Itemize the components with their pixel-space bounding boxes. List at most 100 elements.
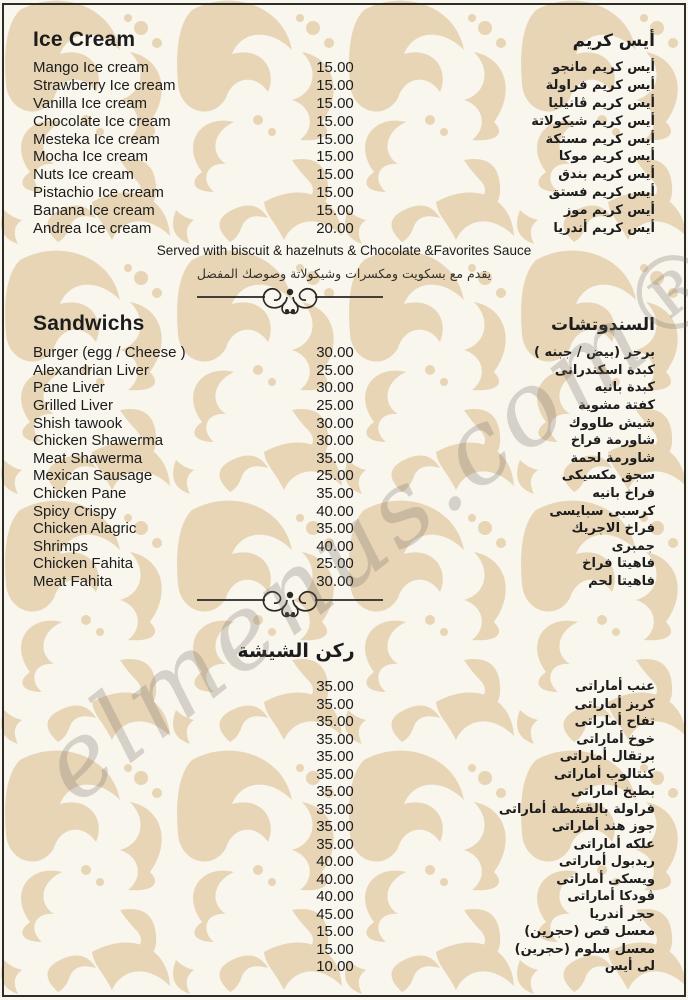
item-name-en: Mango Ice cream (33, 59, 149, 77)
item-price: 45.00 (316, 905, 354, 923)
item-name-ar: أيس كريم موكا (558, 149, 655, 165)
item-name-ar: أيس كريم مانجو (552, 60, 655, 76)
serving-note-ar: يقدم مع بسكويت ومكسرات وشيكولاتة وصوصك ا… (196, 266, 492, 281)
item-price: 15.00 (316, 201, 354, 219)
ice-cream-title-en: Ice Cream (33, 28, 136, 51)
item-name-ar: فاهيتا لحم (588, 574, 655, 590)
item-price: 35.00 (316, 835, 354, 853)
menu-item-row: 35.00 علكه أماراتى (33, 836, 655, 854)
item-name-ar: فراخ الاجريك (571, 521, 655, 537)
item-name-ar: أيس كريم شيكولاتة (531, 113, 655, 129)
shisha-item-list: 35.00 عنب أماراتى 35.00 كريز أماراتى 35.… (33, 678, 655, 976)
menu-item-row: 35.00 تفاح أماراتى (33, 713, 655, 731)
menu-item-row: 35.00 خوخ أماراتى (33, 731, 655, 749)
menu-item-row: Andrea Ice cream 20.00 أيس كريم أندريا (33, 219, 655, 237)
item-name-ar: جمبرى (611, 538, 655, 554)
item-price: 35.00 (316, 520, 354, 538)
menu-item-row: 45.00 حجر أندريا (33, 906, 655, 924)
item-price: 35.00 (316, 818, 354, 836)
item-name-en: Grilled Liver (33, 397, 114, 415)
item-price: 35.00 (316, 748, 354, 766)
item-price: 30.00 (316, 344, 354, 362)
sandwichs-title-en: Sandwichs (33, 312, 145, 335)
item-price: 40.00 (316, 870, 354, 888)
serving-note-en: Served with biscuit & hazelnuts & Chocol… (156, 243, 532, 258)
item-price: 15.00 (316, 183, 354, 201)
item-price: 35.00 (316, 765, 354, 783)
menu-item-row: Chicken Pane 35.00 فراخ بانيه (33, 485, 655, 503)
sandwichs-item-list: Burger (egg / Cheese ) 30.00 برجر (بيض /… (33, 344, 655, 590)
item-name-ar: تفاح أماراتى (574, 714, 655, 730)
item-name-ar: أيس كريم مستكة (545, 131, 655, 147)
item-price: 10.00 (316, 958, 354, 976)
item-name-ar: علكه أماراتى (573, 836, 655, 852)
shisha-section-title: ركن الشيشة (237, 640, 355, 662)
menu-item-row: Mocha Ice cream 15.00 أيس كريم موكا (33, 148, 655, 166)
menu-item-row: 35.00 عنب أماراتى (33, 678, 655, 696)
item-name-ar: لى أيس (604, 959, 655, 975)
item-price: 15.00 (316, 130, 354, 148)
ice-cream-item-list: Mango Ice cream 15.00 أيس كريم مانجو Str… (33, 59, 655, 237)
menu-item-row: Alexandrian Liver 25.00 كبدة اسكندرانى (33, 362, 655, 380)
item-name-en: Mesteka Ice cream (33, 130, 160, 148)
item-name-ar: فراولة بالقشطة أماراتى (498, 801, 655, 817)
item-name-en: Chocolate Ice cream (33, 112, 171, 130)
menu-item-row: Meat Fahita 30.00 فاهيتا لحم (33, 573, 655, 591)
item-name-ar: كبدة اسكندرانى (554, 362, 655, 378)
menu-item-row: 35.00 جوز هند أماراتى (33, 818, 655, 836)
divider-ornament (197, 590, 383, 618)
item-price: 15.00 (316, 94, 354, 112)
item-name-ar: ريدبول أماراتى (558, 854, 655, 870)
item-name-en: Nuts Ice cream (33, 166, 134, 184)
item-name-ar: ويسكى أماراتى (556, 871, 655, 887)
item-price: 40.00 (316, 853, 354, 871)
item-name-en: Burger (egg / Cheese ) (33, 344, 186, 362)
item-name-ar: سجق مكسيكى (561, 468, 655, 484)
item-name-en: Strawberry Ice cream (33, 77, 176, 95)
item-name-ar: فاهيتا فراخ (582, 556, 655, 572)
item-name-ar: معسل قص (حجرين) (524, 924, 655, 940)
item-price: 35.00 (316, 485, 354, 503)
menu-item-row: Meat Shawerma 35.00 شاورمة لحمة (33, 450, 655, 468)
divider-ornament (197, 287, 383, 315)
item-price: 15.00 (316, 148, 354, 166)
item-price: 35.00 (316, 800, 354, 818)
item-price: 35.00 (316, 730, 354, 748)
item-name-en: Spicy Crispy (33, 502, 117, 520)
item-name-ar: بطيخ أماراتى (570, 784, 655, 800)
menu-item-row: Strawberry Ice cream 15.00 أيس كريم فراو… (33, 77, 655, 95)
item-name-ar: شاورمة لحمة (570, 450, 655, 466)
item-name-ar: كرسبى سبايسى (549, 503, 655, 519)
item-price: 25.00 (316, 555, 354, 573)
item-name-en: Shrimps (33, 537, 89, 555)
item-name-en: Chicken Alagric (33, 520, 137, 538)
menu-item-row: 35.00 كريز أماراتى (33, 696, 655, 714)
item-price: 35.00 (316, 678, 354, 696)
menu-item-row: Chicken Alagric 35.00 فراخ الاجريك (33, 520, 655, 538)
item-price: 35.00 (316, 695, 354, 713)
item-name-ar: شاورمة فراخ (570, 433, 655, 449)
ice-cream-title-ar: أيس كريم (572, 31, 655, 51)
item-price: 25.00 (316, 397, 354, 415)
item-price: 25.00 (316, 467, 354, 485)
item-name-ar: حجر أندريا (589, 906, 655, 922)
item-name-en: Chicken Pane (33, 485, 127, 503)
item-name-ar: أيس كريم فستق (548, 184, 655, 200)
menu-item-row: Nuts Ice cream 15.00 أيس كريم بندق (33, 166, 655, 184)
item-name-en: Chicken Fahita (33, 555, 134, 573)
menu-item-row: Vanilla Ice cream 15.00 أيس كريم ڤانيليا (33, 95, 655, 113)
menu-item-row: Grilled Liver 25.00 كفتة مشوية (33, 397, 655, 415)
item-name-ar: كبدة بانيه (594, 380, 655, 396)
item-name-en: Pane Liver (33, 379, 105, 397)
sandwichs-title-ar: السندوتشات (551, 315, 655, 335)
menu-item-row: 35.00 بطيخ أماراتى (33, 783, 655, 801)
menu-item-row: 15.00 معسل سلوم (حجرين) (33, 941, 655, 959)
menu-item-row: 10.00 لى أيس (33, 958, 655, 976)
item-name-en: Vanilla Ice cream (33, 94, 147, 112)
item-name-en: Alexandrian Liver (33, 361, 149, 379)
item-name-ar: أيس كريم أندريا (553, 220, 655, 236)
item-price: 15.00 (316, 940, 354, 958)
item-name-ar: فراخ بانيه (592, 486, 655, 502)
